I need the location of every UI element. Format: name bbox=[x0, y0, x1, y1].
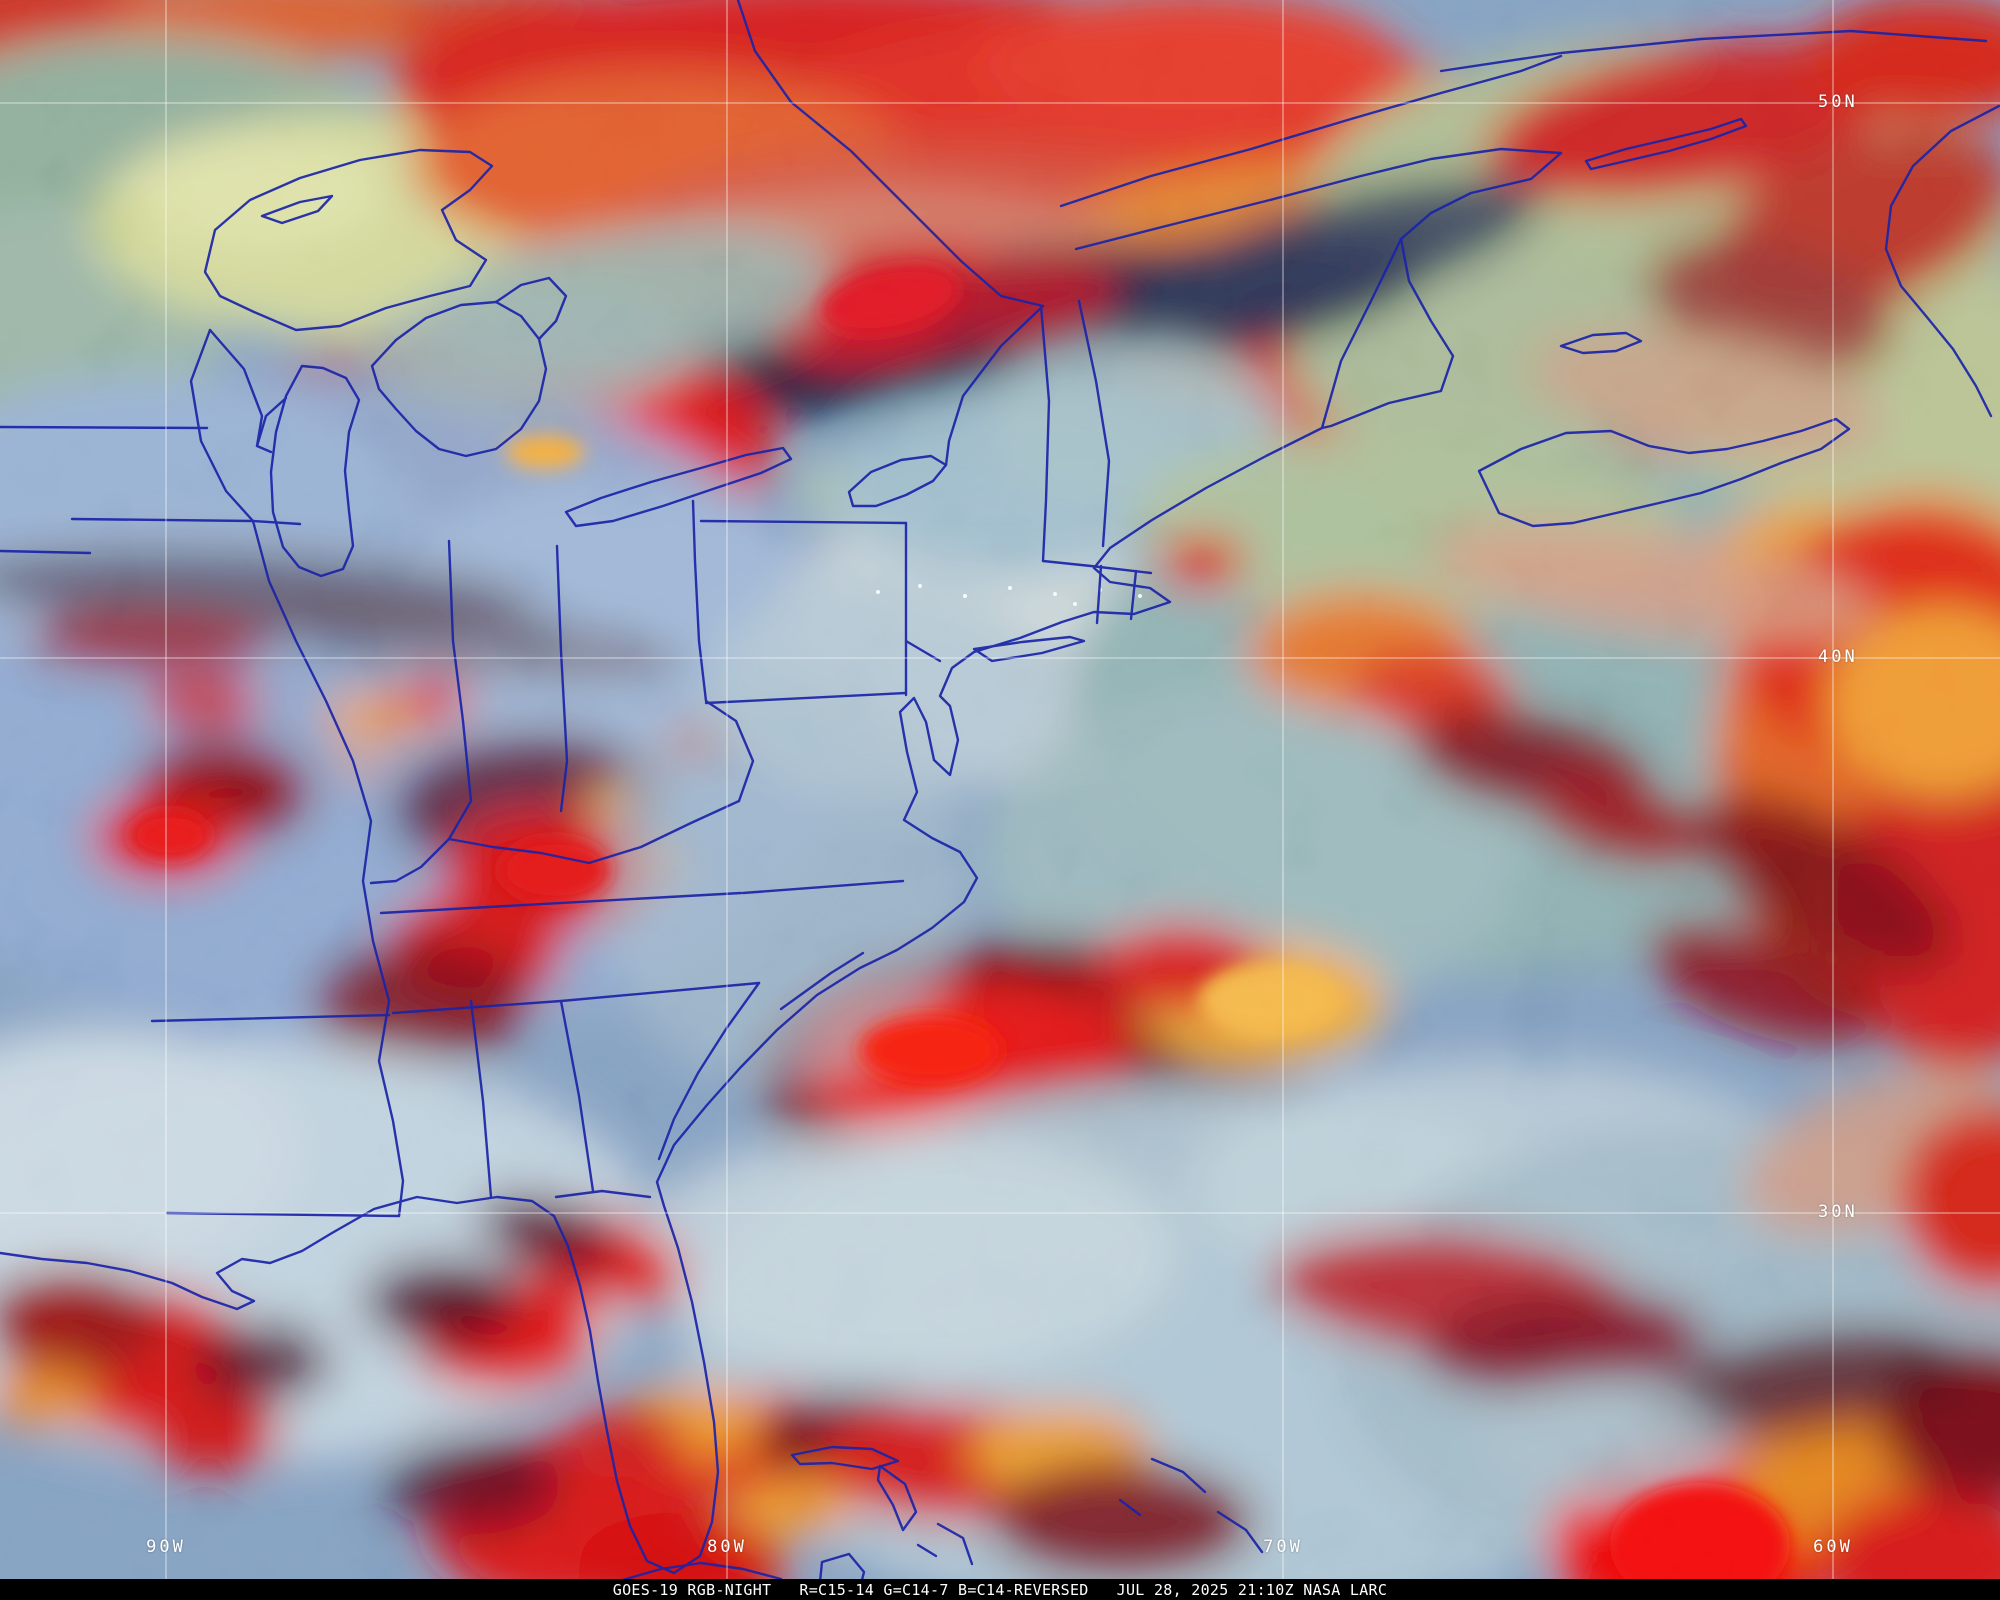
green-bay-outline bbox=[255, 396, 288, 454]
cuba-coast bbox=[617, 1561, 783, 1583]
lake-ontario-outline bbox=[847, 454, 948, 508]
state-border bbox=[469, 999, 493, 1199]
state-border bbox=[0, 549, 92, 555]
state-border bbox=[779, 951, 865, 1011]
latitude-label-40n: 40N bbox=[1818, 647, 1858, 667]
state-border bbox=[1077, 299, 1111, 548]
state-border bbox=[555, 544, 569, 813]
state-border bbox=[741, 879, 905, 895]
state-border bbox=[1129, 569, 1138, 621]
labrador-shore bbox=[1439, 29, 1988, 73]
state-border bbox=[251, 519, 302, 526]
state-border bbox=[691, 499, 755, 803]
state-border bbox=[657, 981, 761, 1161]
bahamas-outline bbox=[876, 1464, 918, 1532]
bahamas-outline bbox=[1118, 1498, 1142, 1517]
st-lawrence-border bbox=[944, 304, 1045, 467]
bahamas-outline bbox=[916, 1543, 938, 1558]
longitude-label-60w: 60W bbox=[1813, 1537, 1853, 1557]
nova-scotia-outline bbox=[1477, 417, 1851, 528]
state-border bbox=[208, 328, 264, 448]
long-island-outline bbox=[972, 635, 1086, 663]
province-border bbox=[1320, 237, 1403, 430]
caption-text: GOES-19 RGB-NIGHT R=C15-14 G=C14-7 B=C14… bbox=[612, 1580, 1388, 1599]
bahamas-outline bbox=[1150, 1457, 1207, 1494]
latitude-label-30n: 30N bbox=[1818, 1202, 1858, 1222]
state-border bbox=[704, 691, 908, 705]
lake-superior-outline bbox=[203, 148, 494, 332]
ohio-river-border bbox=[369, 799, 741, 885]
state-border bbox=[189, 328, 255, 523]
state-border bbox=[699, 519, 908, 525]
georgian-bay-outline bbox=[494, 276, 568, 341]
longitude-label-70w: 70W bbox=[1263, 1537, 1303, 1557]
state-border bbox=[554, 1189, 652, 1199]
bahamas-outline bbox=[790, 1445, 900, 1471]
bahamas-outline bbox=[936, 1522, 974, 1566]
state-border bbox=[0, 425, 209, 430]
province-border bbox=[736, 0, 793, 104]
isle-royale-outline bbox=[260, 194, 334, 225]
lake-michigan-outline bbox=[269, 364, 361, 578]
lake-erie-outline bbox=[564, 446, 793, 528]
state-border bbox=[1095, 564, 1103, 625]
state-border bbox=[559, 999, 595, 1193]
longitude-label-90w: 90W bbox=[146, 1537, 186, 1557]
bahamas-outline bbox=[1216, 1510, 1264, 1554]
st-lawrence-north-shore bbox=[1059, 54, 1563, 208]
ottawa-river-border bbox=[789, 100, 1045, 308]
st-lawrence-south-shore-gaspe bbox=[1074, 147, 1563, 430]
longitude-label-80w: 80W bbox=[707, 1537, 747, 1557]
state-border bbox=[1039, 304, 1051, 563]
latitude-label-50n: 50N bbox=[1818, 92, 1858, 112]
newfoundland-coast bbox=[1884, 104, 2000, 418]
mississippi-river-border bbox=[251, 519, 405, 1218]
pei-outline bbox=[1559, 331, 1643, 355]
state-border bbox=[379, 891, 743, 915]
state-border bbox=[1041, 559, 1153, 575]
lake-huron-outline bbox=[370, 300, 548, 458]
state-border bbox=[150, 1013, 391, 1023]
anticosti-outline bbox=[1584, 117, 1748, 171]
state-border bbox=[447, 539, 473, 841]
caption-bar: GOES-19 RGB-NIGHT R=C15-14 G=C14-7 B=C14… bbox=[0, 1579, 2000, 1600]
state-border bbox=[70, 517, 255, 523]
